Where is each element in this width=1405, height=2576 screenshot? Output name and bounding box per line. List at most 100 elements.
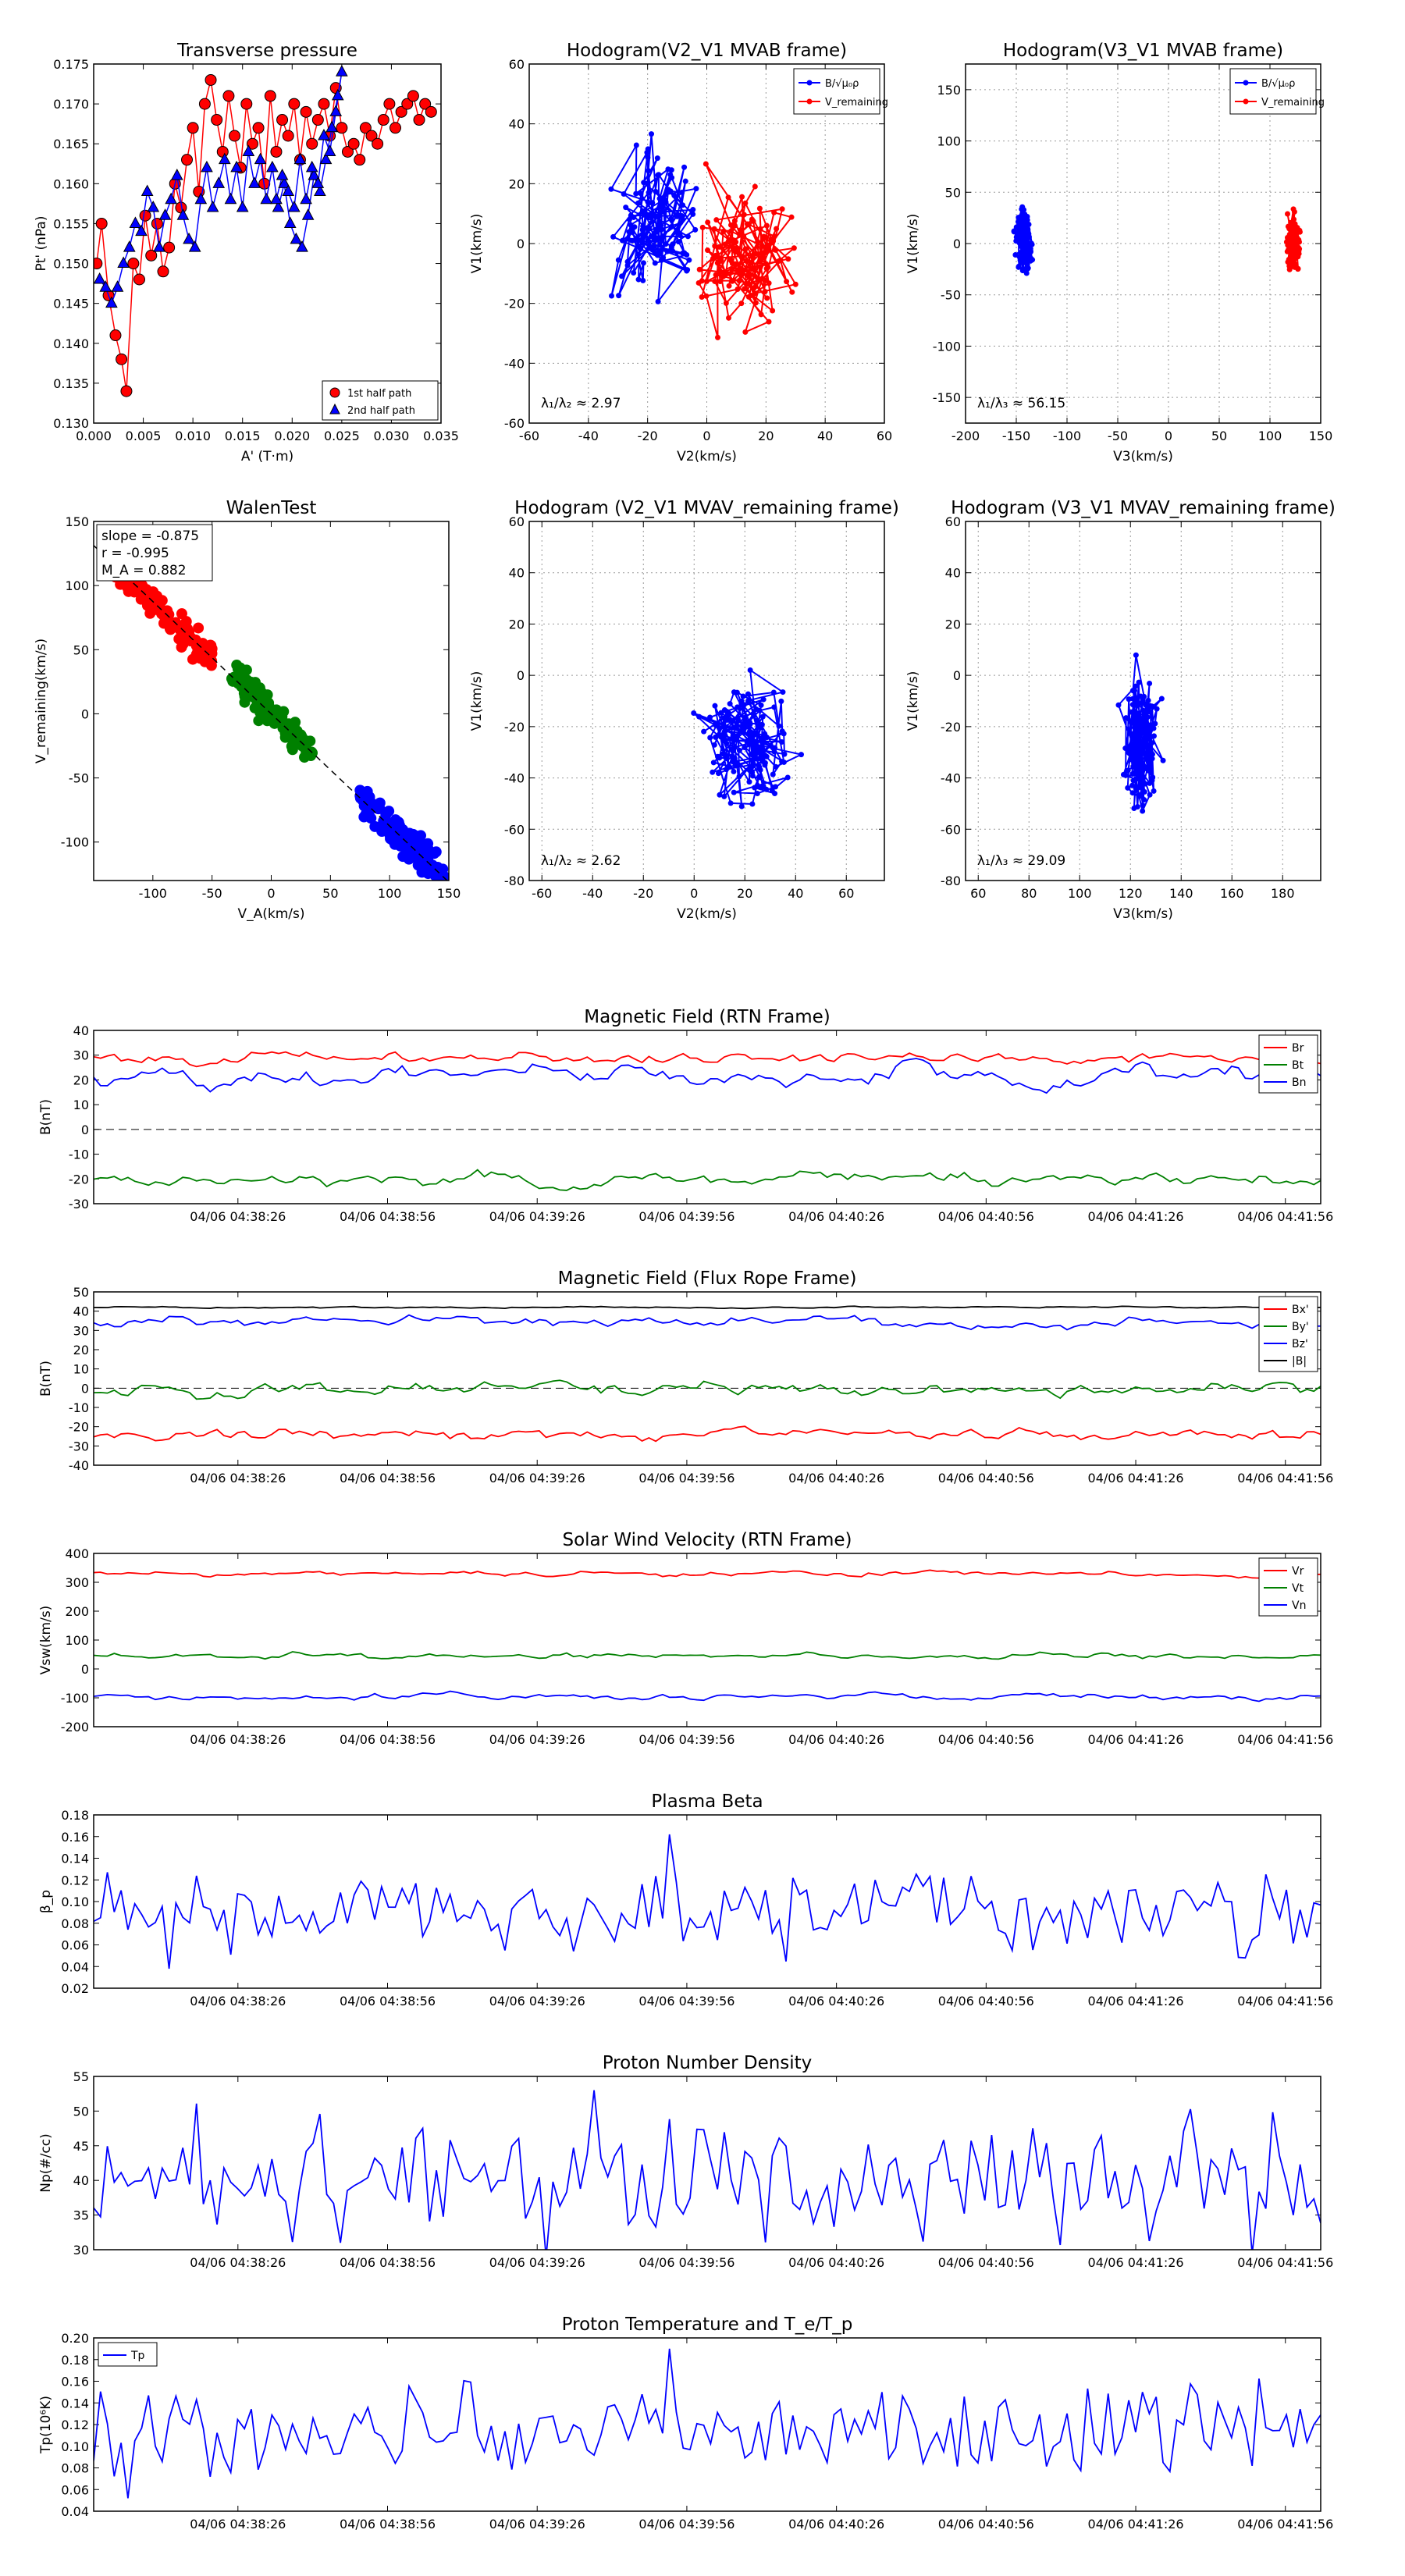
hodogram-point bbox=[1129, 688, 1136, 694]
data-point bbox=[329, 105, 343, 116]
x-tick-label: 04/06 04:41:56 bbox=[1237, 2255, 1333, 2270]
y-tick-label: 40 bbox=[509, 117, 525, 132]
data-point bbox=[254, 152, 267, 165]
walen-point bbox=[141, 586, 153, 598]
hodogram-point bbox=[1142, 701, 1148, 707]
hodogram-point bbox=[671, 193, 678, 199]
y-tick-label: -20 bbox=[69, 1420, 89, 1435]
hodogram-point bbox=[752, 738, 759, 745]
hodogram-point bbox=[1023, 219, 1029, 226]
data-point bbox=[300, 105, 312, 118]
x-tick-label: 04/06 04:41:26 bbox=[1088, 2255, 1184, 2270]
x-tick-label: 04/06 04:41:26 bbox=[1088, 2517, 1184, 2532]
hodogram-point bbox=[762, 752, 768, 758]
data-point bbox=[129, 216, 142, 228]
data-point bbox=[95, 217, 108, 229]
hodogram-point bbox=[1123, 715, 1129, 721]
chart-h2: -200 -150 -100 -50 0 50 100 150 -150 -100 -50 0 50 10… bbox=[905, 41, 1332, 464]
hodogram-point bbox=[726, 763, 732, 769]
x-tick-label: 04/06 04:40:56 bbox=[938, 1471, 1034, 1485]
y-tick-label: -100 bbox=[61, 835, 89, 850]
hodogram-point bbox=[720, 752, 727, 758]
x-tick-label: 160 bbox=[1220, 886, 1244, 901]
hodogram-point bbox=[760, 696, 767, 703]
walen-point bbox=[261, 689, 273, 701]
data-point bbox=[147, 200, 160, 212]
hodogram-point bbox=[619, 273, 625, 279]
hodogram-point bbox=[761, 233, 767, 240]
hodogram-point bbox=[1138, 738, 1144, 745]
hodogram-point bbox=[1115, 702, 1122, 708]
hodogram-point bbox=[771, 233, 777, 240]
hodogram-point bbox=[1292, 237, 1298, 244]
x-axis-label: V2(km/s) bbox=[677, 449, 737, 464]
y-tick-label: 40 bbox=[945, 566, 961, 581]
hodogram-point bbox=[685, 233, 691, 240]
hodogram-point bbox=[615, 257, 621, 263]
hodogram-point bbox=[798, 752, 804, 758]
x-tick-label: 04/06 04:40:26 bbox=[788, 2517, 884, 2532]
walen-point bbox=[262, 713, 274, 725]
hodogram-point bbox=[779, 759, 785, 765]
hodogram-point bbox=[722, 728, 728, 734]
hodogram-point bbox=[626, 229, 632, 235]
hodogram-point bbox=[734, 245, 740, 251]
hodogram-point bbox=[780, 689, 786, 696]
hodogram-point bbox=[734, 689, 740, 696]
data-point bbox=[246, 137, 258, 150]
hodogram-point bbox=[1125, 785, 1131, 791]
hodogram-point bbox=[715, 334, 721, 340]
hodogram-point bbox=[752, 290, 758, 297]
data-point bbox=[236, 200, 249, 212]
hodogram-point bbox=[658, 257, 664, 263]
legend-label: Br bbox=[1292, 1042, 1304, 1055]
axes-frame bbox=[965, 521, 1321, 881]
hodogram-point bbox=[759, 713, 766, 720]
series-line bbox=[94, 1834, 1321, 1969]
walen-point bbox=[374, 797, 386, 809]
plot-area bbox=[691, 667, 804, 809]
hodogram-point bbox=[1019, 237, 1025, 243]
hodogram-point bbox=[727, 800, 734, 806]
walen-point bbox=[394, 840, 406, 852]
hodogram-point bbox=[1023, 259, 1029, 265]
chart-ts4: 04/06 04:38:26 04/06 04:38:56 04/06 04:39:… bbox=[38, 1791, 1333, 2008]
hodogram-point bbox=[1137, 717, 1144, 723]
data-point bbox=[383, 98, 396, 110]
hodogram-point bbox=[714, 722, 720, 728]
hodogram-point bbox=[1126, 751, 1133, 757]
fit-line bbox=[94, 545, 448, 881]
data-point bbox=[206, 200, 219, 212]
walen-point bbox=[259, 698, 271, 710]
y-tick-label: 0.150 bbox=[53, 257, 89, 272]
hodogram-point bbox=[1140, 802, 1146, 809]
x-tick-label: 04/06 04:39:26 bbox=[489, 1994, 585, 2008]
x-tick-label: 04/06 04:38:26 bbox=[190, 1209, 286, 1224]
hodogram-point bbox=[730, 718, 736, 724]
data-point bbox=[165, 192, 178, 205]
data-point bbox=[188, 240, 201, 252]
hodogram-point bbox=[656, 251, 662, 258]
hodogram-point bbox=[755, 239, 761, 245]
hodogram-point bbox=[633, 190, 639, 197]
hodogram-point bbox=[736, 747, 742, 753]
hodogram-point bbox=[720, 273, 727, 279]
hodogram-point bbox=[660, 233, 667, 239]
x-tick-label: 0 bbox=[267, 886, 275, 901]
y-tick-label: 20 bbox=[509, 176, 525, 191]
hodogram-point bbox=[784, 279, 790, 285]
data-point bbox=[181, 154, 194, 166]
hodogram-point bbox=[645, 199, 651, 205]
hodogram-point bbox=[771, 209, 777, 215]
chart-walen: -100 -50 0 50 100 150 -100 -50 0 50 100 150 WalenTes… bbox=[34, 498, 461, 922]
hodogram-point bbox=[742, 246, 749, 252]
x-tick-label: 04/06 04:39:26 bbox=[489, 2255, 585, 2270]
series-line bbox=[94, 1051, 1321, 1068]
hodogram-point bbox=[745, 222, 752, 228]
legend-box bbox=[322, 380, 439, 421]
x-tick-label: 0 bbox=[702, 429, 710, 443]
x-tick-label: 120 bbox=[1119, 886, 1143, 901]
hodogram-point bbox=[718, 257, 724, 263]
hodogram-point bbox=[645, 237, 651, 244]
data-point bbox=[401, 98, 414, 110]
